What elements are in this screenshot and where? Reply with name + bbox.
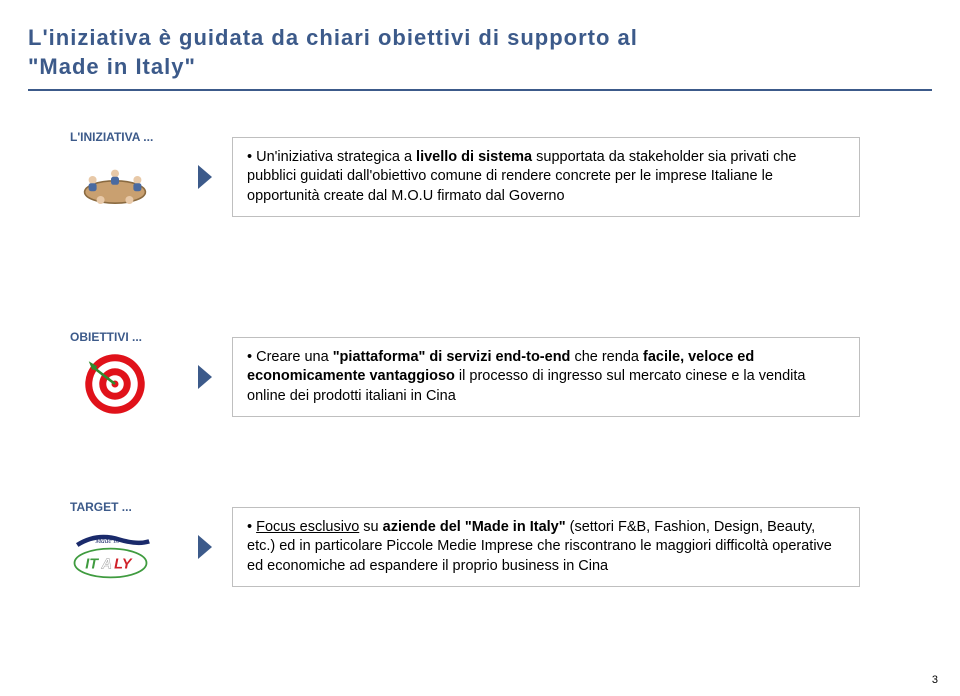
- meeting-table-svg: [75, 154, 155, 214]
- row-label: L'INIZIATIVA ...: [70, 130, 190, 144]
- row-obiettivi: OBIETTIVI ... • Creare una "piattaforma"…: [70, 330, 860, 424]
- row-column-left: OBIETTIVI ...: [70, 330, 190, 424]
- row-column-left: TARGET ... Made in IT A LY: [70, 500, 190, 594]
- title-line-1: L'iniziativa è guidata da chiari obietti…: [28, 25, 638, 50]
- bullet-dot: •: [247, 149, 256, 165]
- page-number: 3: [932, 674, 938, 686]
- row-text: Un'iniziativa strategica a livello di si…: [247, 149, 797, 204]
- arrow-icon: [198, 535, 212, 559]
- row-text: Creare una "piattaforma" di servizi end-…: [247, 349, 805, 404]
- svg-text:IT: IT: [85, 556, 99, 572]
- arrow-icon: [198, 365, 212, 389]
- row-column-left: L'INIZIATIVA ...: [70, 130, 190, 224]
- text-box: • Creare una "piattaforma" di servizi en…: [232, 337, 860, 418]
- arrow-icon: [198, 165, 212, 189]
- slide-title-block: L'iniziativa è guidata da chiari obietti…: [28, 24, 932, 91]
- svg-text:Made in: Made in: [94, 537, 119, 545]
- text-box: • Focus esclusivo su aziende del "Made i…: [232, 507, 860, 588]
- text-box: • Un'iniziativa strategica a livello di …: [232, 137, 860, 218]
- arrow-slot: [190, 365, 220, 389]
- row-text: Focus esclusivo su aziende del "Made in …: [247, 519, 832, 574]
- made-in-italy-svg: Made in IT A LY: [70, 524, 160, 584]
- row-iniziativa: L'INIZIATIVA ... • Un'iniziativa strateg…: [70, 130, 860, 224]
- arrow-slot: [190, 165, 220, 189]
- title-underline: [28, 89, 932, 91]
- row-label: TARGET ...: [70, 500, 190, 514]
- row-label: OBIETTIVI ...: [70, 330, 190, 344]
- svg-text:LY: LY: [114, 556, 133, 572]
- title-line-2: "Made in Italy": [28, 54, 196, 79]
- target-svg: [80, 349, 150, 419]
- meeting-table-icon: [70, 144, 160, 224]
- svg-text:A: A: [101, 556, 112, 572]
- bullet-dot: •: [247, 519, 256, 535]
- arrow-slot: [190, 535, 220, 559]
- bullet-dot: •: [247, 349, 256, 365]
- target-icon: [70, 344, 160, 424]
- row-target: TARGET ... Made in IT A LY • Focus esclu…: [70, 500, 860, 594]
- made-in-italy-icon: Made in IT A LY: [70, 514, 160, 594]
- slide-title: L'iniziativa è guidata da chiari obietti…: [28, 24, 932, 81]
